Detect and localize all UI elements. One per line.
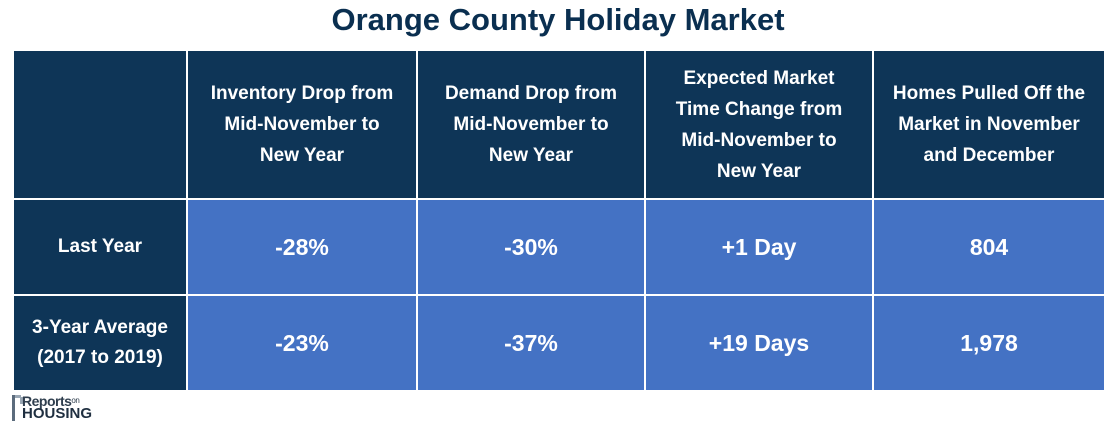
header-corner-cell (12, 49, 188, 200)
header-line: and December (923, 145, 1055, 166)
reports-on-housing-logo: Reportson HOUSING (12, 394, 132, 422)
header-line: New Year (488, 145, 574, 166)
logo-reports-word: Reports (22, 393, 72, 409)
value-cell: -28% (186, 198, 418, 296)
value-cell: 804 (872, 198, 1106, 296)
header-line: Market in November (898, 114, 1080, 135)
row-label-3-year-average: 3-Year Average (2017 to 2019) (12, 294, 188, 392)
chart-title: Orange County Holiday Market (331, 2, 785, 37)
header-line: Expected Market (683, 67, 835, 89)
logo-top-text: Reportson (22, 393, 80, 409)
table-row-3-year-average: 3-Year Average (2017 to 2019) -23% -37% … (12, 294, 1106, 392)
header-inventory-drop: Inventory Drop from Mid-November to New … (186, 49, 418, 200)
header-line: Homes Pulled Off the (892, 83, 1086, 104)
header-homes-pulled: Homes Pulled Off the Market in November … (872, 49, 1106, 200)
header-line: Time Change from (675, 98, 843, 120)
header-row: Inventory Drop from Mid-November to New … (12, 49, 1106, 200)
header-line: New Year (259, 145, 345, 166)
value-cell: -30% (416, 198, 646, 296)
market-table: Inventory Drop from Mid-November to New … (12, 49, 1106, 392)
logo-r-mark-icon (12, 395, 23, 421)
header-line: Mid-November to (453, 114, 609, 135)
header-line: Mid-November to (681, 129, 837, 151)
value-cell: 1,978 (872, 294, 1106, 392)
row-label-line: (2017 to 2019) (37, 347, 163, 368)
logo-housing-word: HOUSING (22, 405, 93, 422)
header-line: Inventory Drop from (210, 83, 394, 104)
row-label-last-year: Last Year (12, 198, 188, 296)
value-cell: -23% (186, 294, 418, 392)
value-cell: +19 Days (644, 294, 874, 392)
row-label-line: Last Year (57, 236, 143, 257)
logo-on-word: on (71, 396, 80, 405)
value-cell: -37% (416, 294, 646, 392)
header-demand-drop: Demand Drop from Mid-November to New Yea… (416, 49, 646, 200)
value-cell: +1 Day (644, 198, 874, 296)
header-line: Demand Drop from (444, 83, 618, 104)
row-label-line: 3-Year Average (32, 317, 168, 338)
table-row-last-year: Last Year -28% -30% +1 Day 804 (12, 198, 1106, 296)
header-line: New Year (716, 160, 802, 182)
header-market-time-change: Expected Market Time Change from Mid-Nov… (644, 49, 874, 200)
header-line: Mid-November to (224, 114, 380, 135)
